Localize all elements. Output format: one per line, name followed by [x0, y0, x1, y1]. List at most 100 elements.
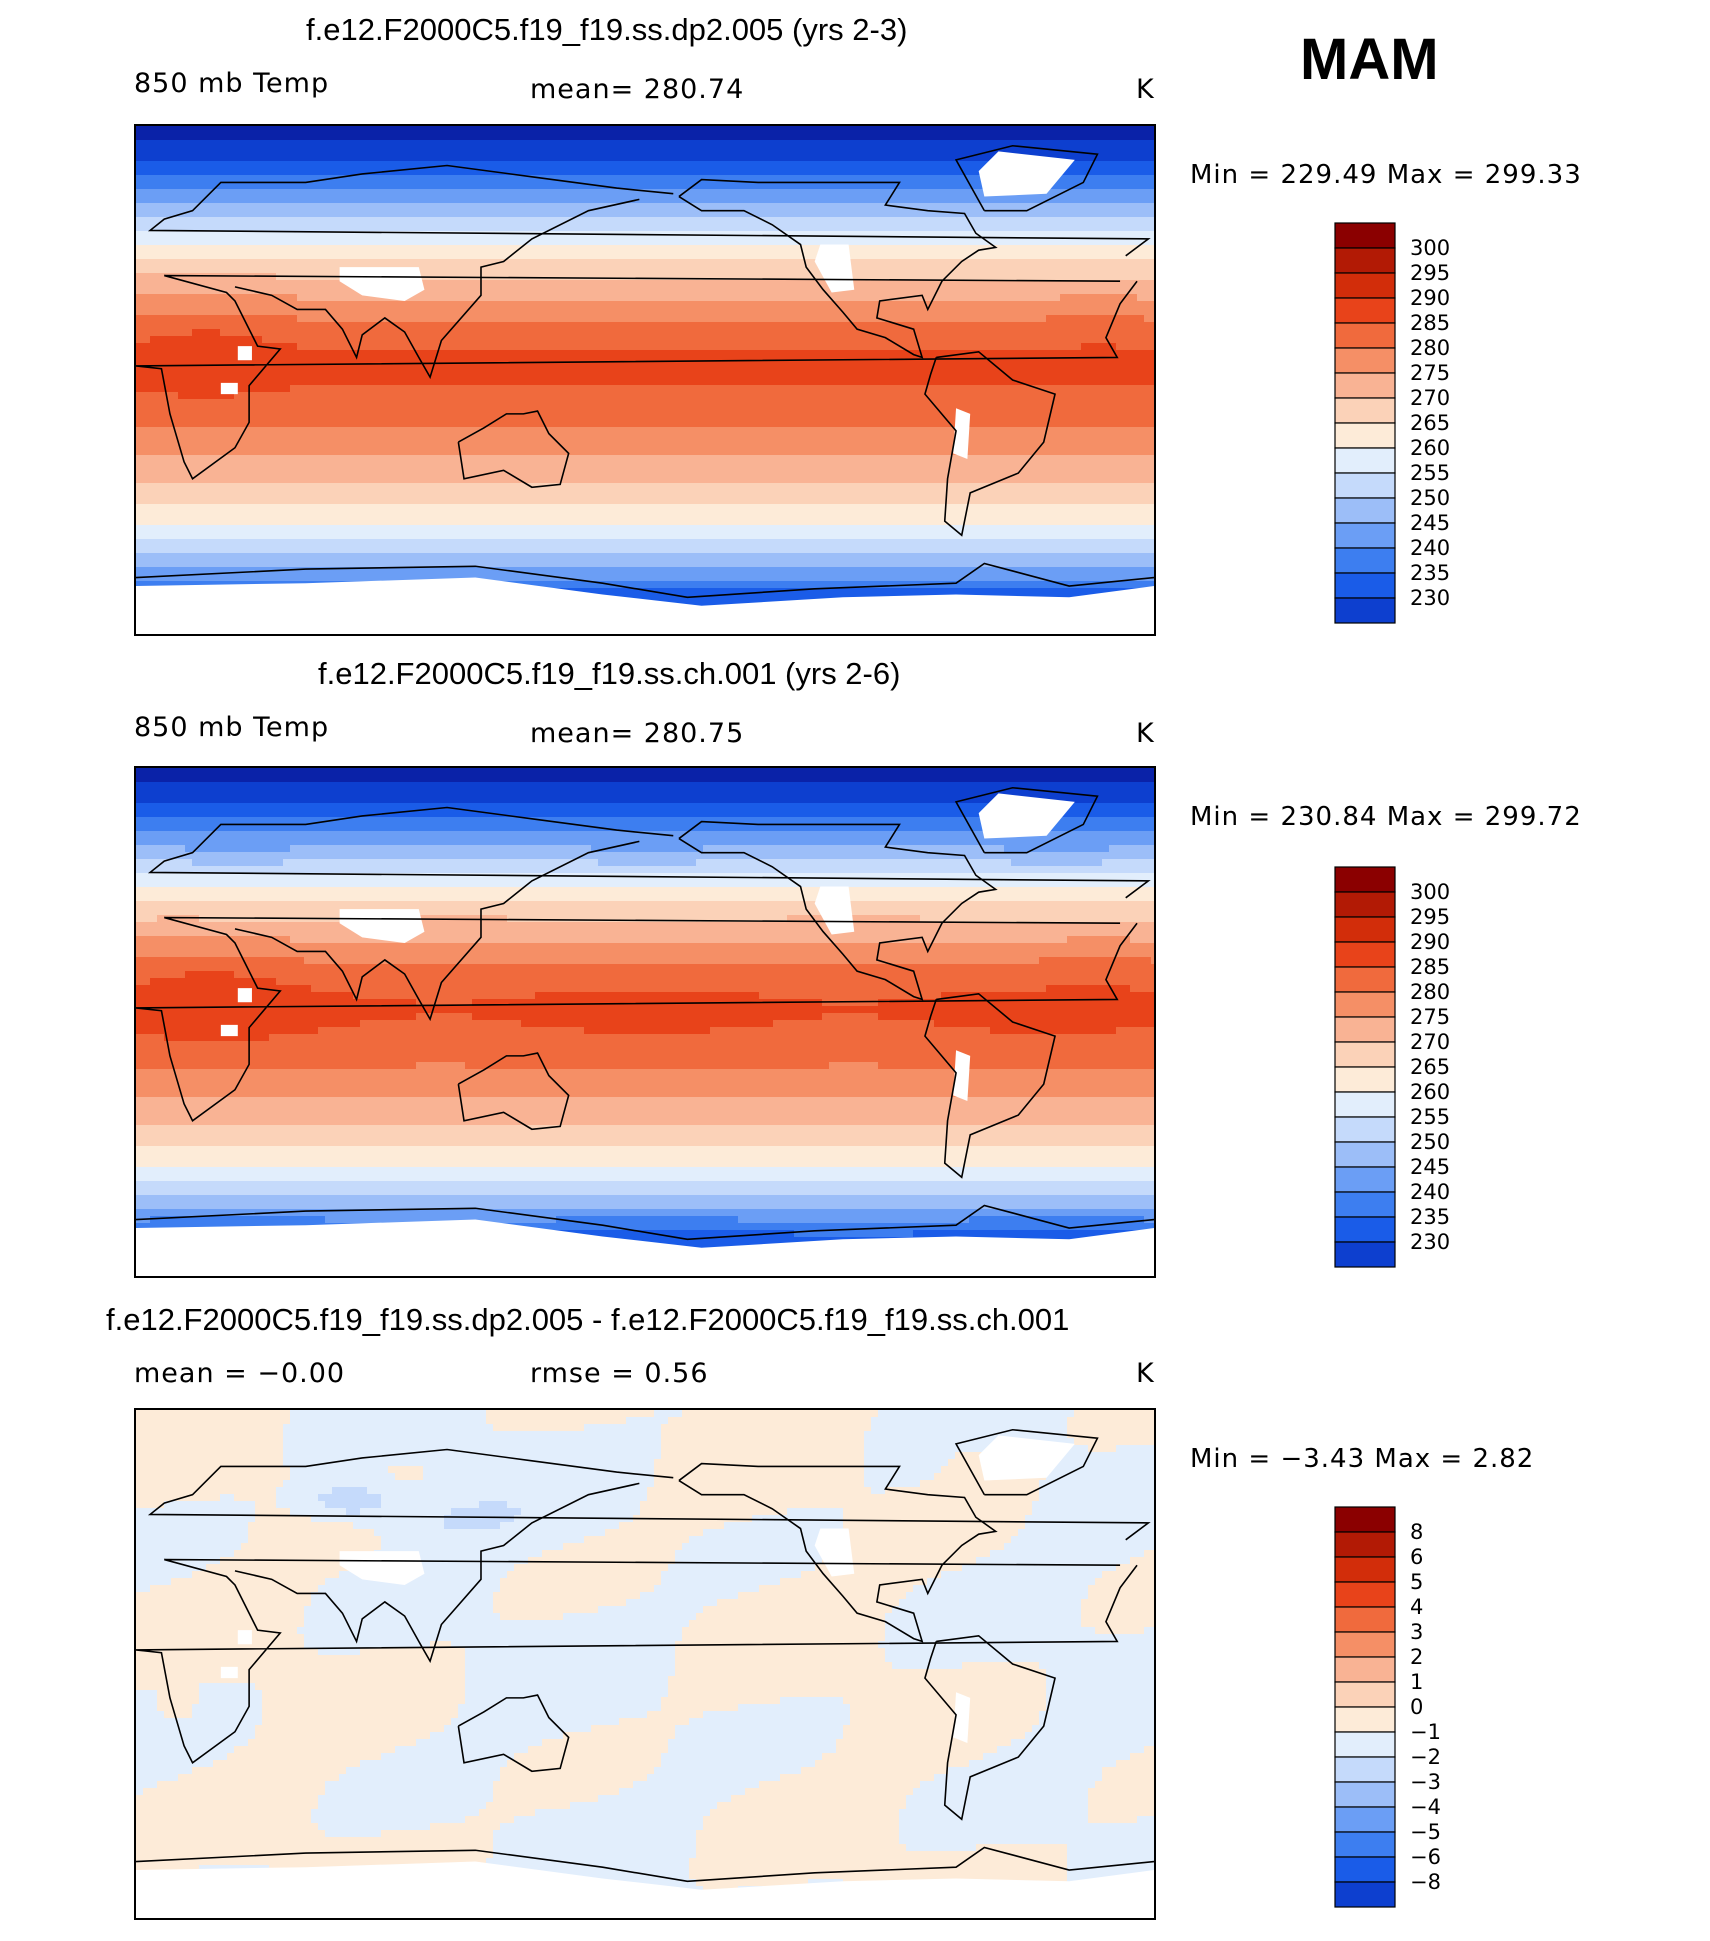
colorbar-tick-label: 1 — [1410, 1670, 1423, 1694]
colorbar-tick-label: 5 — [1410, 1570, 1423, 1594]
colorbar-swatch — [1334, 1531, 1396, 1558]
colorbar-swatch — [1334, 1556, 1396, 1583]
panel-3-map — [134, 1408, 1156, 1920]
missing-data-mask — [136, 1435, 1154, 1918]
colorbar-swatch — [1334, 1066, 1396, 1093]
colorbar-tick-label: −8 — [1410, 1870, 1441, 1894]
colorbar-tick-label: 260 — [1410, 436, 1450, 460]
colorbar-swatch — [1334, 547, 1396, 574]
colorbar-tick-label: −6 — [1410, 1845, 1441, 1869]
panel-3-minmax: Min = −3.43 Max = 2.82 — [1190, 1444, 1534, 1474]
colorbar-swatch — [1334, 297, 1396, 324]
colorbar-tick-label: 300 — [1410, 236, 1450, 260]
colorbar-tick-label: 280 — [1410, 980, 1450, 1004]
colorbar-swatch — [1334, 597, 1396, 624]
colorbar-tick-label: 300 — [1410, 880, 1450, 904]
colorbar-swatch — [1334, 1166, 1396, 1193]
field-shading — [136, 126, 1154, 634]
coastlines — [136, 786, 1154, 1241]
panel-2-map — [134, 766, 1156, 1278]
colorbar-tick-label: 295 — [1410, 261, 1450, 285]
colorbar-tick-label: 0 — [1410, 1695, 1423, 1719]
colorbar-tick-label: 3 — [1410, 1620, 1423, 1644]
colorbar-tick-label: 260 — [1410, 1080, 1450, 1104]
panel-3-colorbar: 8 6 5 4 3 2 1 0 −1 −2 −3 −4 −5 −6 −8 — [1334, 1506, 1514, 1910]
colorbar-tick-label: −3 — [1410, 1770, 1441, 1794]
colorbar-tick-label: 290 — [1410, 286, 1450, 310]
colorbar-tick-label: 230 — [1410, 586, 1450, 610]
colorbar-swatch — [1334, 1506, 1396, 1533]
missing-data-mask — [136, 151, 1154, 634]
colorbar-tick-label: 250 — [1410, 1130, 1450, 1154]
colorbar-tick-label: 270 — [1410, 386, 1450, 410]
panel-3-units-label: K — [1136, 1358, 1155, 1389]
colorbar-swatch — [1334, 347, 1396, 374]
panel-2-units-label: K — [1136, 718, 1155, 749]
season-label: MAM — [1300, 26, 1439, 93]
colorbar-swatch — [1334, 1756, 1396, 1783]
panel-2-colorbar: 300 295 290 285 280 275 270 265 260 255 250 245 240 2… — [1334, 866, 1514, 1270]
colorbar-tick-label: 275 — [1410, 1005, 1450, 1029]
coastlines — [136, 144, 1154, 599]
colorbar-swatch — [1334, 1806, 1396, 1833]
colorbar-swatch — [1334, 1731, 1396, 1758]
colorbar-swatch — [1334, 522, 1396, 549]
colorbar-tick-label: 2 — [1410, 1645, 1423, 1669]
colorbar-tick-label: −2 — [1410, 1745, 1441, 1769]
panel-1-map — [134, 124, 1156, 636]
colorbar-swatch — [1334, 1831, 1396, 1858]
colorbar-swatch — [1334, 1781, 1396, 1808]
panel-1-mean-label: mean= 280.74 — [530, 74, 744, 105]
colorbar-swatch — [1334, 397, 1396, 424]
colorbar-swatch — [1334, 1656, 1396, 1683]
colorbar-tick-label: −5 — [1410, 1820, 1441, 1844]
colorbar-tick-label: 230 — [1410, 1230, 1450, 1254]
colorbar-swatch — [1334, 1856, 1396, 1883]
colorbar-swatch — [1334, 1631, 1396, 1658]
colorbar-swatch — [1334, 1681, 1396, 1708]
colorbar-tick-label: 295 — [1410, 905, 1450, 929]
colorbar-swatch — [1334, 941, 1396, 968]
panel-3-mean-label: mean = −0.00 — [134, 1358, 345, 1389]
colorbar-tick-label: 8 — [1410, 1520, 1423, 1544]
field-shading — [136, 1410, 1154, 1918]
colorbar-swatch — [1334, 991, 1396, 1018]
colorbar-tick-label: 285 — [1410, 311, 1450, 335]
panel-1-title: f.e12.F2000C5.f19_f19.ss.dp2.005 (yrs 2-… — [306, 12, 907, 48]
panel-1-variable-label: 850 mb Temp — [134, 68, 329, 99]
colorbar-tick-label: 250 — [1410, 486, 1450, 510]
colorbar-swatch — [1334, 422, 1396, 449]
colorbar-tick-label: 240 — [1410, 1180, 1450, 1204]
colorbar-swatch — [1334, 1016, 1396, 1043]
colorbar-swatch — [1334, 916, 1396, 943]
colorbar-swatch — [1334, 472, 1396, 499]
colorbar-tick-label: 265 — [1410, 411, 1450, 435]
colorbar-swatch — [1334, 1191, 1396, 1218]
field-shading — [136, 768, 1154, 1276]
colorbar-swatch — [1334, 272, 1396, 299]
colorbar-swatch — [1334, 497, 1396, 524]
colorbar-tick-label: 245 — [1410, 511, 1450, 535]
colorbar-tick-label: 285 — [1410, 955, 1450, 979]
colorbar-tick-label: 235 — [1410, 561, 1450, 585]
panel-2-variable-label: 850 mb Temp — [134, 712, 329, 743]
panel-1-minmax: Min = 229.49 Max = 299.33 — [1190, 160, 1582, 190]
colorbar-tick-label: 280 — [1410, 336, 1450, 360]
colorbar-tick-label: 6 — [1410, 1545, 1423, 1569]
colorbar-swatch — [1334, 247, 1396, 274]
panel-1-map-canvas — [136, 126, 1154, 634]
colorbar-boxes — [1334, 222, 1396, 624]
panel-2-map-canvas — [136, 768, 1154, 1276]
colorbar-tick-label: 275 — [1410, 361, 1450, 385]
colorbar-tick-label: 265 — [1410, 1055, 1450, 1079]
colorbar-swatch — [1334, 1116, 1396, 1143]
colorbar-swatch — [1334, 1706, 1396, 1733]
colorbar-tick-label: −4 — [1410, 1795, 1441, 1819]
panel-1-units-label: K — [1136, 74, 1155, 105]
colorbar-tick-label: 240 — [1410, 536, 1450, 560]
colorbar-boxes — [1334, 1506, 1396, 1908]
panel-1-colorbar: 300 295 290 285 280 275 270 265 260 255 250 245 240 2… — [1334, 222, 1514, 626]
colorbar-tick-label: 270 — [1410, 1030, 1450, 1054]
colorbar-swatch — [1334, 966, 1396, 993]
panel-2-title: f.e12.F2000C5.f19_f19.ss.ch.001 (yrs 2-6… — [318, 656, 900, 692]
